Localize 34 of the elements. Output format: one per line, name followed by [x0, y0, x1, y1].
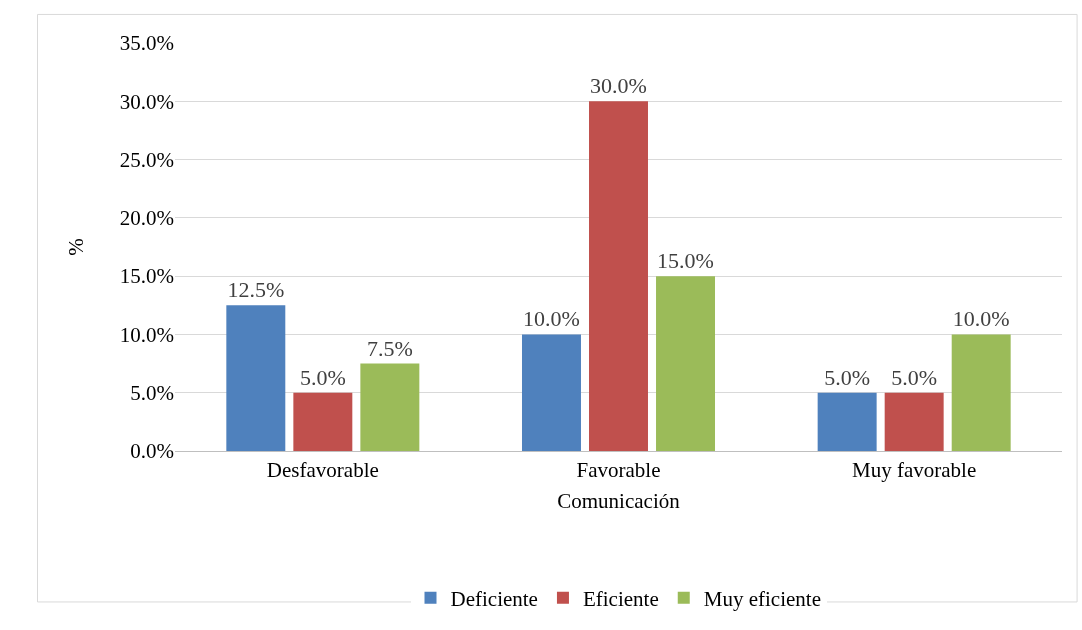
bar [884, 392, 944, 451]
data-label: 10.0% [952, 306, 1010, 332]
bar [951, 334, 1011, 451]
data-label: 5.0% [891, 364, 938, 390]
data-label: 30.0% [590, 73, 647, 99]
legend-label: Eficiente [582, 586, 659, 611]
data-label: 12.5% [227, 277, 285, 303]
y-tick-label: 15.0% [119, 264, 174, 289]
data-label: 7.5% [366, 335, 413, 361]
y-tick-label: 0.0% [130, 439, 174, 464]
data-label: 10.0% [523, 306, 580, 332]
y-tick-label: 20.0% [119, 206, 174, 231]
y-axis-title: % [63, 238, 88, 256]
x-tick-label: Favorable [576, 458, 661, 483]
x-axis-title: Comunicación [557, 489, 681, 514]
bar [817, 392, 877, 451]
y-tick-label: 25.0% [119, 147, 174, 172]
legend-label: Deficiente [450, 586, 538, 611]
x-tick-label: Desfavorable [266, 458, 379, 483]
bar [360, 363, 420, 451]
legend-label: Muy eficiente [703, 586, 821, 611]
bar [656, 276, 716, 451]
data-label: 5.0% [824, 364, 871, 390]
bar [521, 334, 581, 451]
y-tick-label: 35.0% [119, 31, 174, 56]
y-tick-label: 10.0% [119, 322, 174, 347]
data-label: 5.0% [299, 364, 346, 390]
bar [293, 392, 353, 451]
bar [589, 101, 648, 451]
y-tick-label: 30.0% [119, 89, 174, 114]
y-tick-label: 5.0% [130, 381, 174, 406]
x-tick-label: Muy favorable [852, 458, 977, 483]
data-label: 15.0% [657, 248, 714, 274]
bar [226, 305, 286, 451]
